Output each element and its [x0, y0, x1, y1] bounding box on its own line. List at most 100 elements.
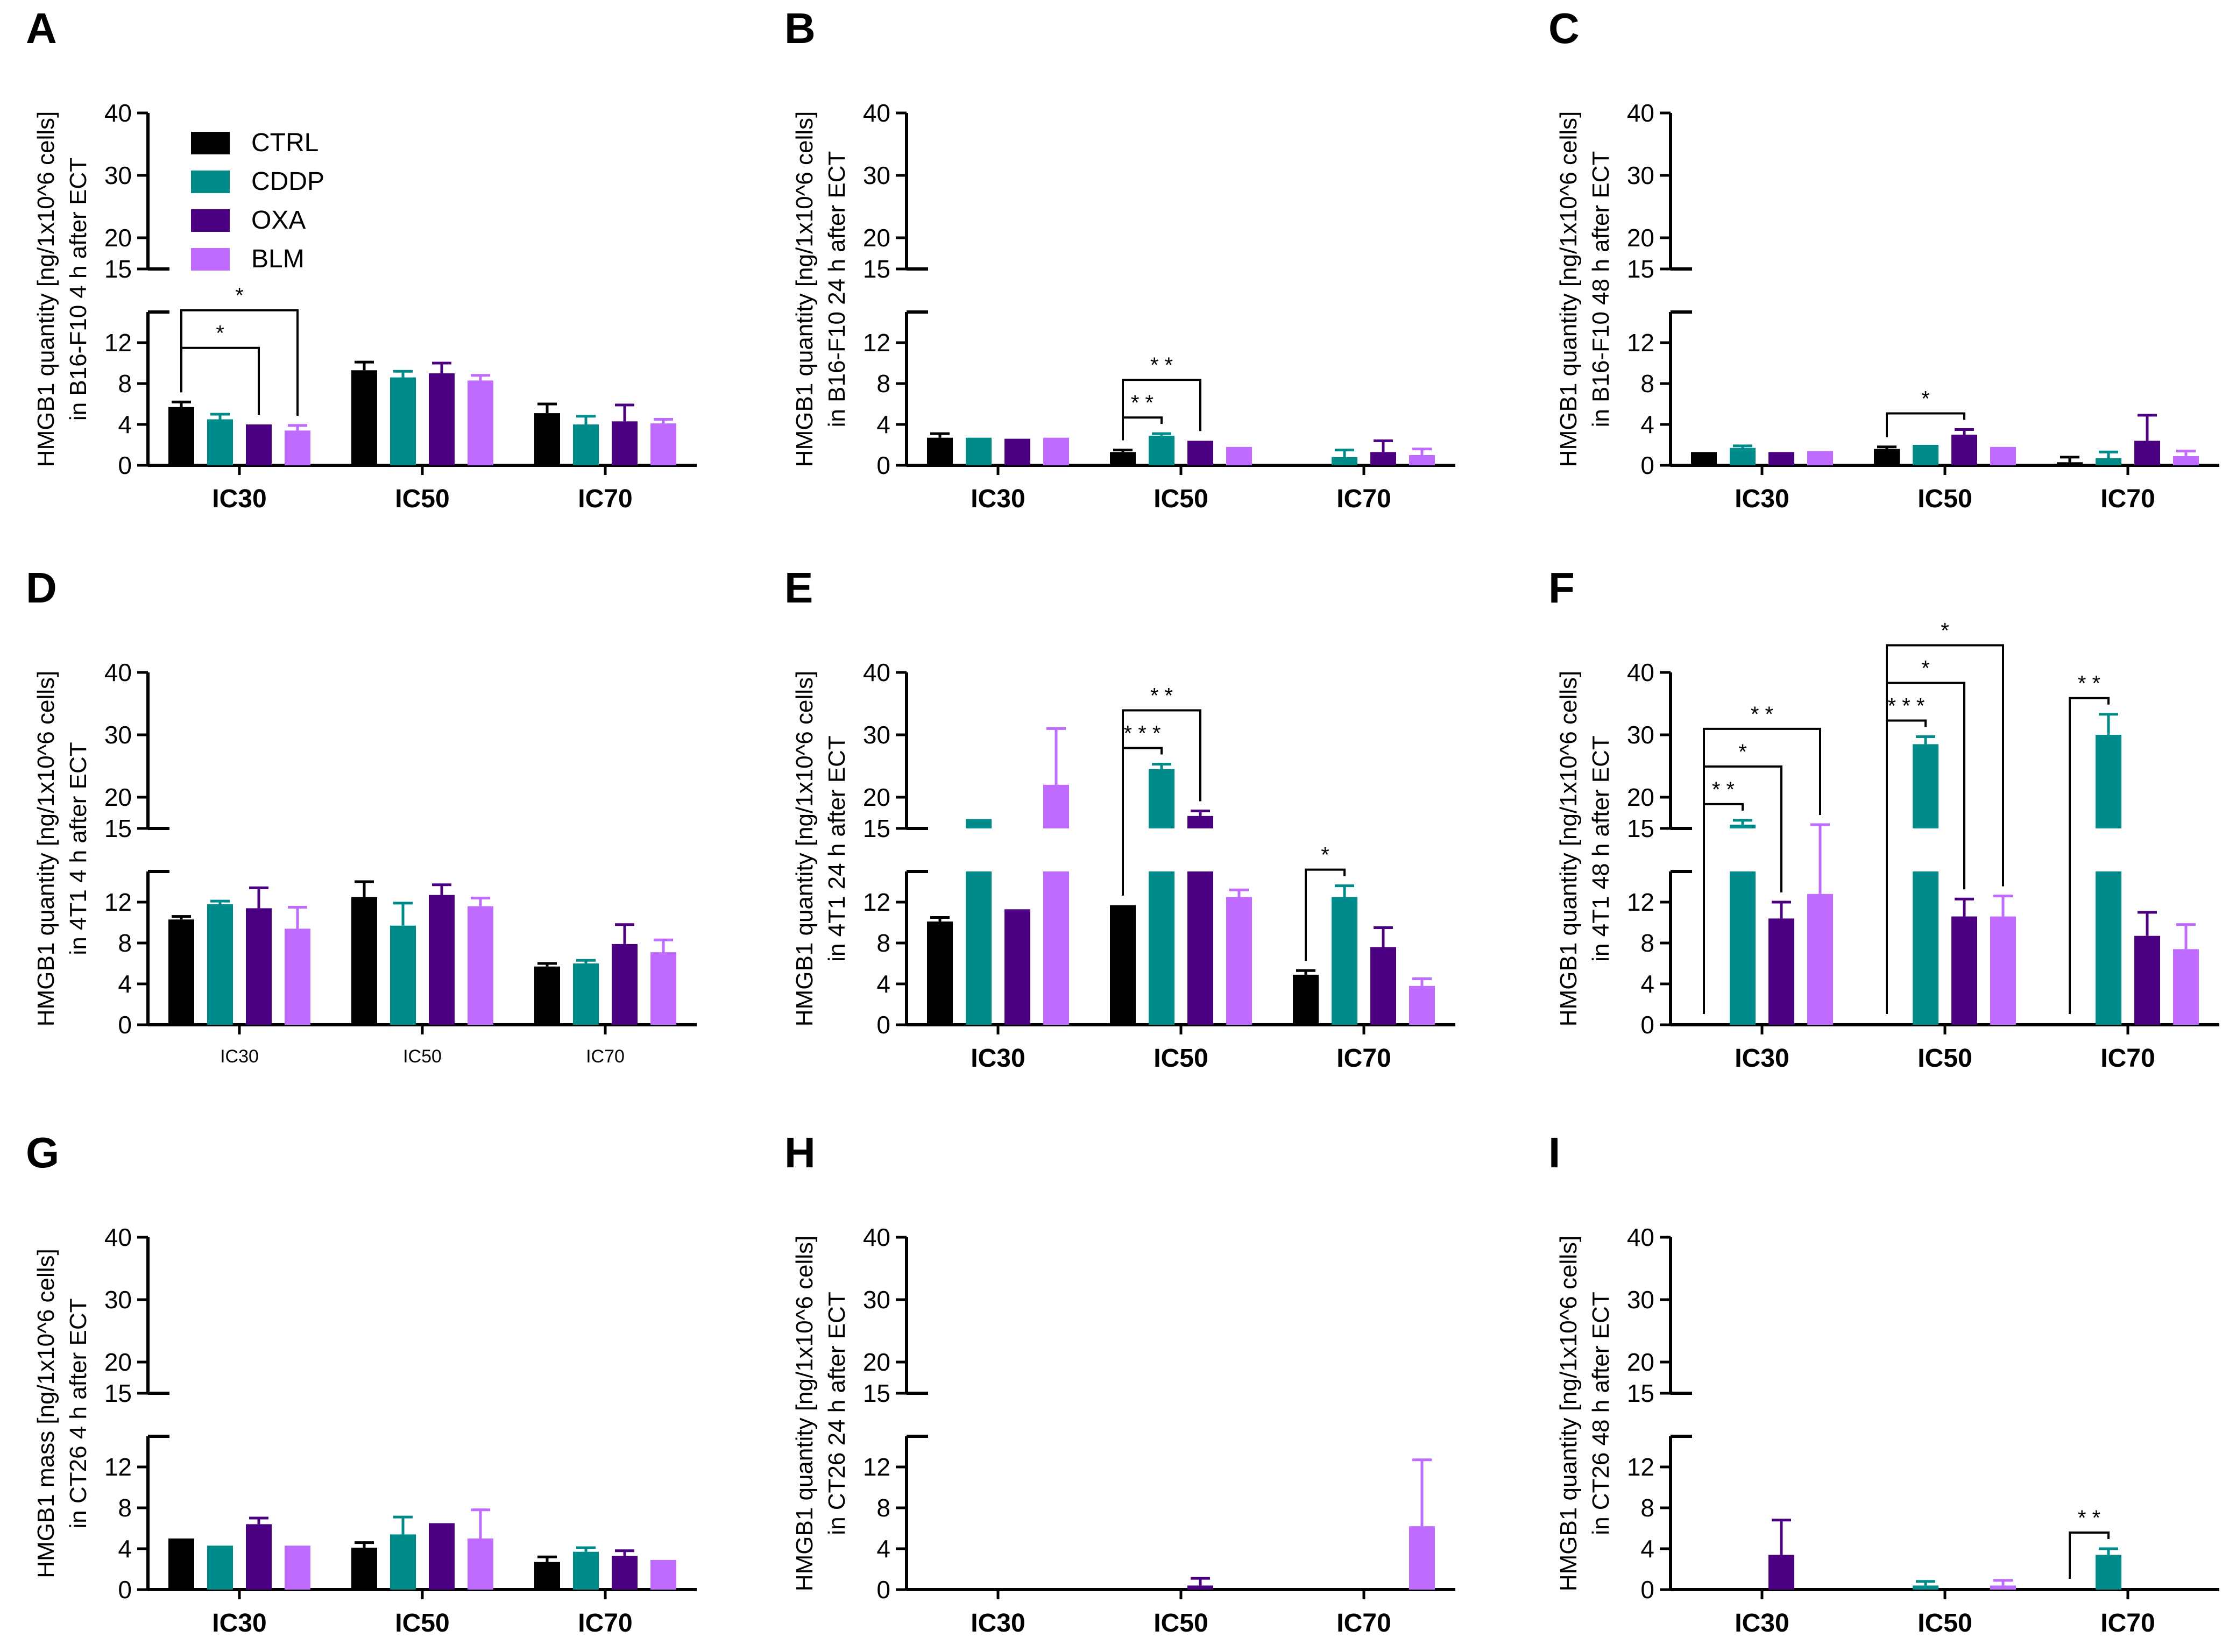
significance-label-f-ic50-blm: * [1941, 619, 1949, 642]
bar-c-ctrl-ic50 [1874, 449, 1900, 465]
bar-g-blm-ic50 [468, 1538, 493, 1590]
y-tick-label-upper-c-2: 30 [1627, 161, 1654, 189]
bar-e-cddp-ic30 [966, 819, 992, 828]
bar-e-blm-ic70 [1409, 985, 1435, 1025]
significance-bracket-f-ic50-blm [1886, 644, 2004, 1014]
y-tick-label-lower-i-1: 4 [1640, 1535, 1654, 1563]
bar-c-oxa-ic50 [1951, 435, 1977, 465]
bar-d-ctrl-ic30 [168, 919, 194, 1025]
y-tick-label-lower-d-3: 12 [104, 888, 132, 916]
x-tick-label-d-2: IC70 [586, 1046, 625, 1067]
significance-bracket-a-ic30-oxa [180, 346, 260, 415]
bar-b-cddp-ic30 [966, 437, 992, 465]
y-axis-label-a-2: in B16-F10 4 h after ECT [65, 158, 91, 421]
bar-b-oxa-ic30 [1004, 438, 1030, 465]
panel-label-h: H [784, 1129, 816, 1176]
significance-label-f-ic50-cddp: * * * [1888, 694, 1925, 718]
y-tick-label-upper-i-1: 20 [1627, 1348, 1654, 1376]
x-tick-label-e-1: IC50 [1154, 1044, 1208, 1073]
y-axis-label-i-2: in CT26 48 h after ECT [1588, 1292, 1614, 1535]
y-tick-label-lower-i-0: 0 [1640, 1576, 1654, 1604]
x-tick-label-b-0: IC30 [971, 485, 1025, 513]
y-tick-label-lower-a-2: 8 [118, 370, 132, 398]
panel-h: H HMGB1 quantity [ng/1x10^6 cells] in CT26… [784, 1129, 1455, 1637]
y-axis-label-h-2: in CT26 24 h after ECT [824, 1292, 850, 1535]
bar-f-blm-ic30 [1807, 894, 1833, 1025]
panel-g: G HMGB1 mass [ng/1x10^6 cells] in CT26 4 h… [26, 1129, 697, 1637]
panel-label-e: E [784, 564, 813, 612]
x-tick-label-g-0: IC30 [212, 1609, 266, 1637]
y-tick-label-upper-a-2: 30 [104, 161, 132, 189]
x-tick-label-g-1: IC50 [395, 1609, 449, 1637]
x-tick-label-h-1: IC50 [1154, 1609, 1208, 1637]
bar-a-cddp-ic30 [207, 419, 233, 465]
y-axis-label-c: HMGB1 quantity [ng/1x10^6 cells] [1555, 111, 1582, 467]
y-tick-label-upper-b-1: 20 [863, 224, 890, 252]
y-tick-label-lower-f-0: 0 [1640, 1011, 1654, 1039]
y-axis-label-a: HMGB1 quantity [ng/1x10^6 cells] [33, 111, 59, 467]
y-tick-label-lower-c-0: 0 [1640, 451, 1654, 479]
y-tick-label-upper-d-3: 40 [104, 658, 132, 686]
bar-c-blm-ic30 [1807, 451, 1833, 465]
bar-d-blm-ic30 [285, 928, 310, 1025]
significance-bracket-c-ic50-oxa [1886, 412, 1965, 437]
bar-g-oxa-ic50 [429, 1523, 455, 1590]
y-axis-label-e: HMGB1 quantity [ng/1x10^6 cells] [791, 671, 818, 1026]
y-tick-label-lower-f-1: 4 [1640, 970, 1654, 998]
x-tick-label-c-0: IC30 [1735, 485, 1789, 513]
bar-d-cddp-ic30 [207, 904, 233, 1025]
y-tick-label-lower-d-2: 8 [118, 929, 132, 957]
y-tick-label-upper-g-3: 40 [104, 1223, 132, 1251]
significance-label-i-ic70-cddp: * * [2078, 1506, 2100, 1530]
bar-f-blm-ic70 [2173, 949, 2199, 1025]
significance-label-f-ic30-oxa: * [1738, 740, 1747, 764]
y-tick-label-upper-e-0: 15 [863, 814, 890, 842]
bar-a-oxa-ic30 [246, 424, 272, 465]
bar-g-cddp-ic50 [390, 1534, 416, 1590]
significance-label-a-ic30-oxa: * [216, 322, 224, 345]
bar-b-oxa-ic70 [1370, 452, 1396, 465]
bar-f-oxa-ic70 [2134, 935, 2160, 1025]
x-tick-label-i-1: IC50 [1917, 1609, 1972, 1637]
x-tick-label-a-1: IC50 [395, 485, 449, 513]
legend-swatch-ctrl [191, 132, 230, 154]
panel-label-i: I [1548, 1129, 1560, 1176]
x-tick-label-d-0: IC30 [220, 1046, 259, 1067]
bar-f-oxa-ic50 [1951, 916, 1977, 1025]
x-tick-label-i-0: IC30 [1735, 1609, 1789, 1637]
y-tick-label-upper-a-3: 40 [104, 99, 132, 127]
bar-b-ctrl-ic30 [927, 437, 953, 465]
legend-swatch-blm [191, 248, 230, 271]
y-tick-label-lower-h-0: 0 [876, 1576, 890, 1604]
bar-c-oxa-ic30 [1768, 452, 1794, 465]
bar-b-blm-ic70 [1409, 455, 1435, 465]
panel-f: F HMGB1 quantity [ng/1x10^6 cells] in 4T1 … [1548, 564, 2219, 1073]
bar-c-cddp-ic70 [2096, 458, 2121, 465]
bar-e-oxa-ic50-lower [1187, 871, 1213, 1025]
y-axis-label-d-2: in 4T1 4 h after ECT [65, 742, 91, 955]
x-tick-label-e-2: IC70 [1336, 1044, 1391, 1073]
significance-bracket-e-ic50-oxa [1122, 709, 1201, 896]
bar-e-cddp-ic50 [1149, 769, 1174, 828]
bar-a-ctrl-ic30 [168, 407, 194, 465]
panel-label-f: F [1548, 564, 1575, 612]
bar-c-ctrl-ic30 [1691, 452, 1717, 465]
x-tick-label-c-2: IC70 [2100, 485, 2155, 513]
bar-e-oxa-ic70 [1370, 947, 1396, 1025]
significance-label-f-ic70-cddp: * * [2078, 672, 2100, 696]
bar-f-oxa-ic30 [1768, 918, 1794, 1025]
bar-b-ctrl-ic50 [1110, 452, 1136, 465]
x-tick-label-b-1: IC50 [1154, 485, 1208, 513]
bar-g-cddp-ic30 [207, 1545, 233, 1590]
bar-a-cddp-ic50 [390, 377, 416, 465]
bar-g-blm-ic70 [650, 1559, 676, 1590]
y-tick-label-lower-b-1: 4 [876, 410, 890, 438]
bar-a-cddp-ic70 [573, 424, 599, 465]
bar-a-oxa-ic70 [612, 421, 638, 465]
y-tick-label-lower-g-0: 0 [118, 1576, 132, 1604]
bar-g-ctrl-ic70 [534, 1562, 560, 1590]
x-tick-label-a-0: IC30 [212, 485, 266, 513]
y-axis-label-f-2: in 4T1 48 h after ECT [1588, 735, 1614, 962]
